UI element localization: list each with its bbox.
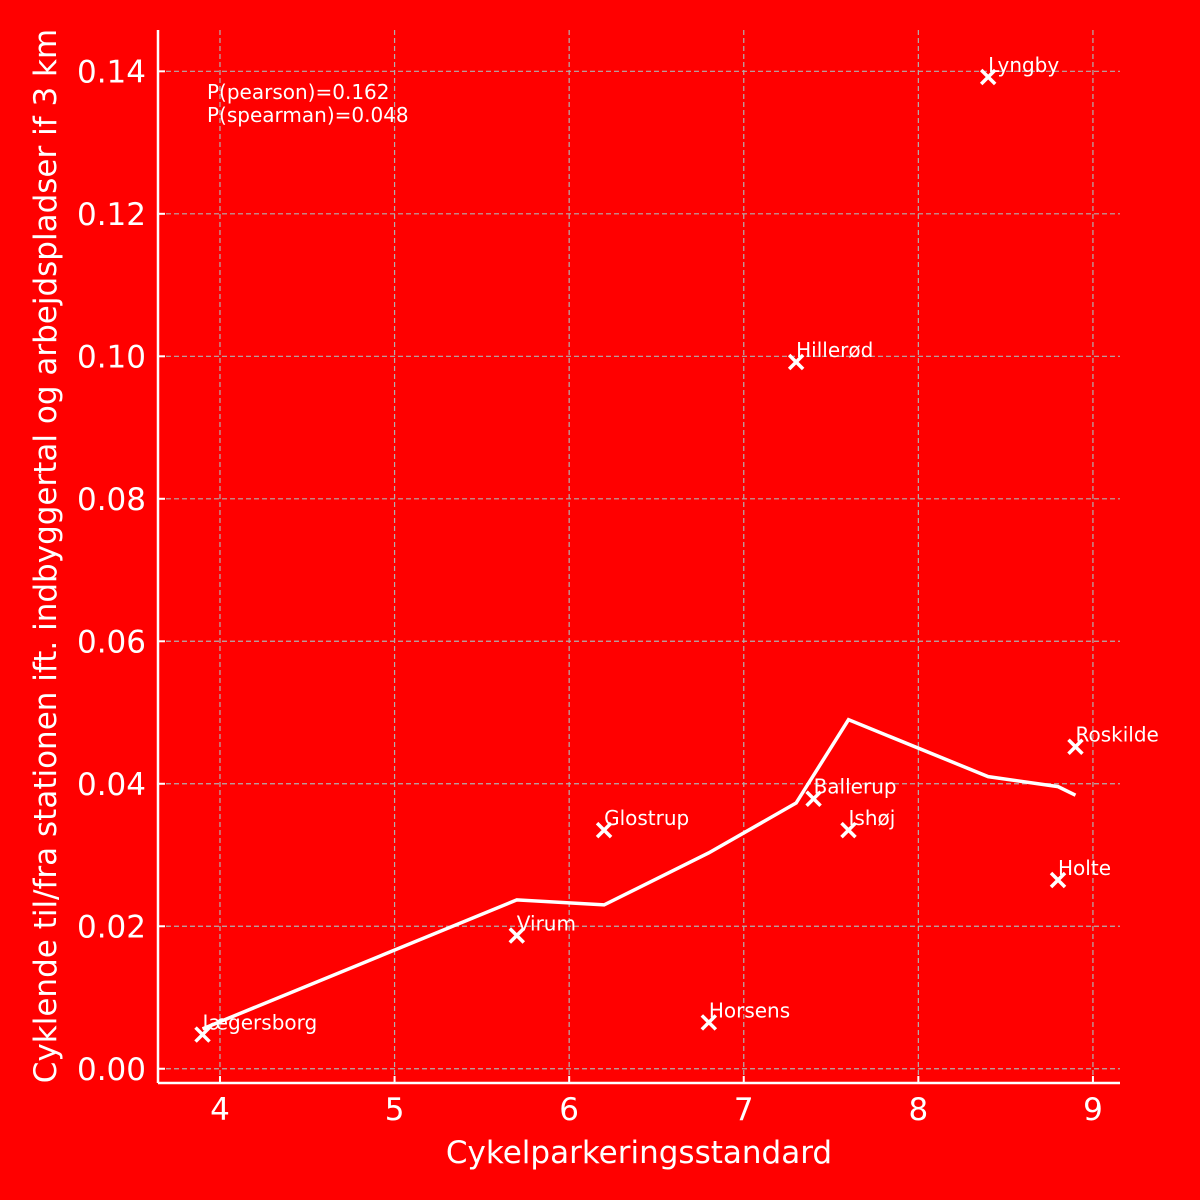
point-label: Hillerød xyxy=(796,338,873,362)
y-tick-label: 0.14 xyxy=(77,54,146,90)
point-marker xyxy=(595,821,613,839)
ticks: 4 5 6 7 8 9 0.00 0.02 0.04 0.06 0.08 0.10 0.12 0.14 xyxy=(77,54,1103,1128)
y-axis-label: Cyklende til/fra stationen ift. indbygge… xyxy=(28,29,64,1083)
point-label: Ishøj xyxy=(849,806,896,830)
points: Jægersborg Virum Glostrup Horsens Hillerød Ba… xyxy=(194,53,1159,1043)
x-tick-label: 6 xyxy=(559,1092,579,1128)
x-axis-label: Cykelparkeringsstandard xyxy=(446,1135,832,1171)
y-tick-label: 0.06 xyxy=(77,624,146,660)
point-label: Jægersborg xyxy=(201,1011,318,1035)
grid xyxy=(158,30,1120,1083)
point-label: Virum xyxy=(517,912,576,936)
y-tick-label: 0.10 xyxy=(77,339,146,375)
point-marker xyxy=(787,353,805,371)
point-label: Glostrup xyxy=(604,806,689,830)
point-marker xyxy=(194,1026,211,1043)
point-label: Holte xyxy=(1058,856,1111,880)
trend-line xyxy=(201,717,1077,1031)
y-tick-label: 0.04 xyxy=(77,767,146,803)
point-label: Ballerup xyxy=(814,775,897,799)
y-tick-label: 0.02 xyxy=(77,909,146,945)
annotation-spearman: P(spearman)=0.048 xyxy=(207,103,409,127)
point-label: Lyngby xyxy=(988,53,1059,77)
point-marker xyxy=(840,821,857,839)
annotation-pearson: P(pearson)=0.162 xyxy=(207,80,390,104)
axes xyxy=(156,30,1120,1085)
x-tick-label: 4 xyxy=(210,1092,230,1128)
point-marker xyxy=(700,1014,718,1031)
x-tick-label: 9 xyxy=(1083,1092,1103,1128)
point-marker xyxy=(805,790,822,807)
x-tick-label: 8 xyxy=(908,1092,928,1128)
x-tick-label: 5 xyxy=(385,1092,405,1128)
point-marker xyxy=(979,68,997,86)
point-marker xyxy=(1067,738,1084,755)
point-marker xyxy=(508,927,526,944)
y-tick-label: 0.00 xyxy=(77,1052,146,1088)
y-tick-label: 0.12 xyxy=(77,197,146,233)
y-tick-label: 0.08 xyxy=(77,482,146,518)
point-marker xyxy=(1049,871,1067,889)
point-label: Horsens xyxy=(709,998,790,1022)
x-tick-label: 7 xyxy=(734,1092,754,1128)
point-label: Roskilde xyxy=(1075,723,1158,747)
